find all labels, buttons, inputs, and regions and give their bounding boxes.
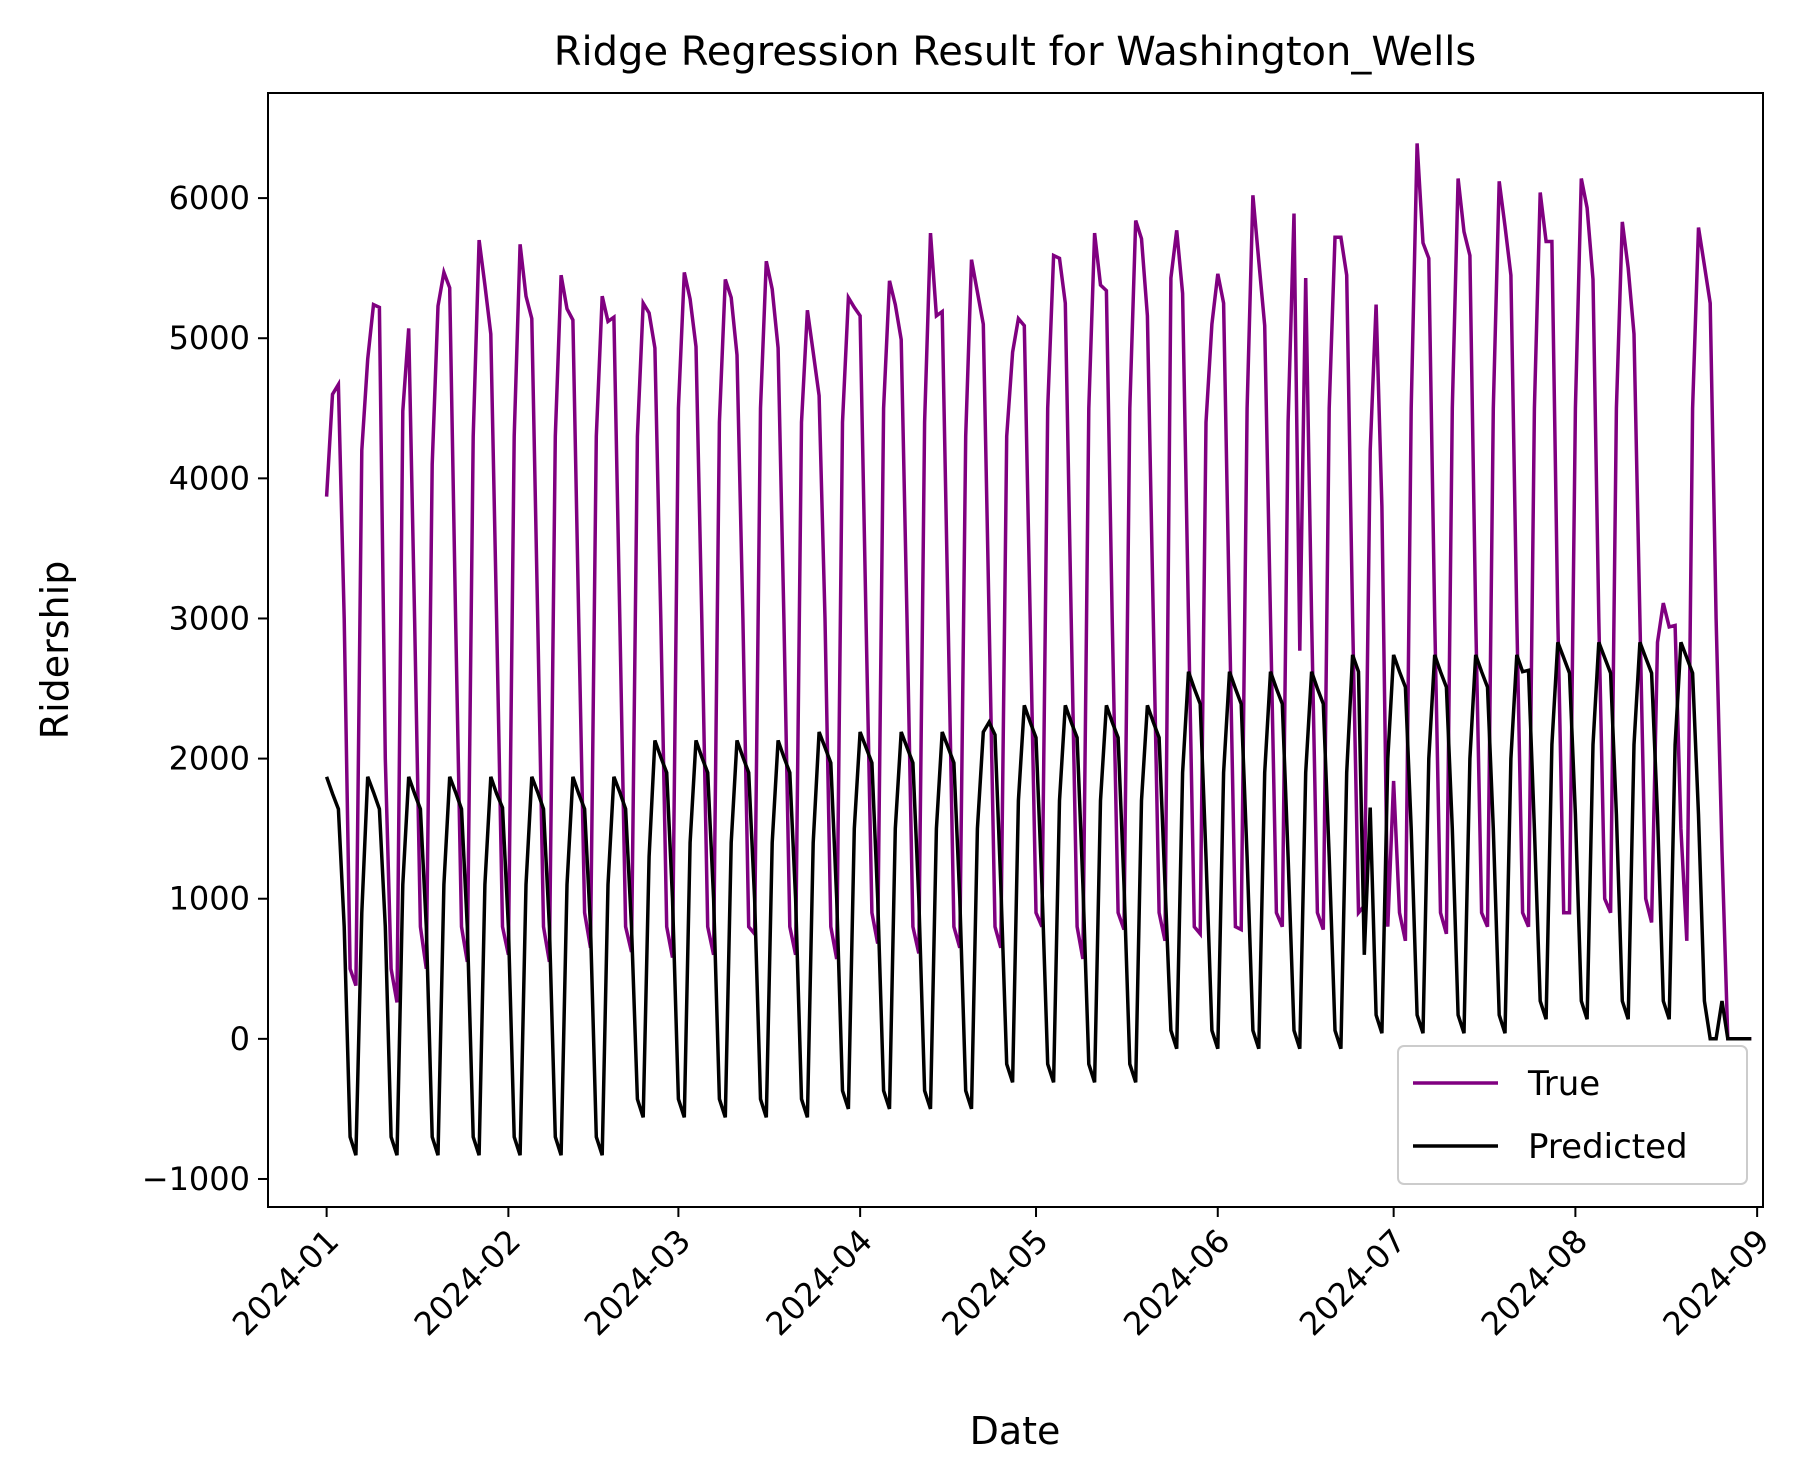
series-line-predicted bbox=[324, 641, 1752, 1156]
series-layer bbox=[324, 143, 1752, 1156]
legend-label-true: True bbox=[1527, 1064, 1600, 1104]
chart-title: Ridge Regression Result for Washington_W… bbox=[554, 29, 1476, 75]
y-axis-label: Ridership bbox=[33, 561, 77, 740]
y-tick-label: 5000 bbox=[169, 319, 250, 357]
x-axis-label: Date bbox=[970, 1409, 1061, 1453]
legend-label-predicted: Predicted bbox=[1528, 1127, 1688, 1167]
y-tick-label: 3000 bbox=[169, 599, 250, 637]
y-tick-label: 2000 bbox=[169, 740, 250, 778]
y-tick-label: 6000 bbox=[169, 179, 250, 217]
legend-frame bbox=[1397, 1045, 1748, 1185]
plot-frame bbox=[267, 92, 1764, 1208]
y-tick-label: 4000 bbox=[169, 459, 250, 497]
y-tick-label: −1000 bbox=[142, 1160, 250, 1198]
y-axis: −1000 0 1000 2000 3000 4000 5000 6000 bbox=[142, 179, 268, 1198]
y-tick-label: 1000 bbox=[169, 880, 250, 918]
series-line-true bbox=[324, 143, 1752, 1041]
y-tick-label: 0 bbox=[230, 1020, 250, 1058]
legend: True Predicted bbox=[1397, 1045, 1748, 1185]
